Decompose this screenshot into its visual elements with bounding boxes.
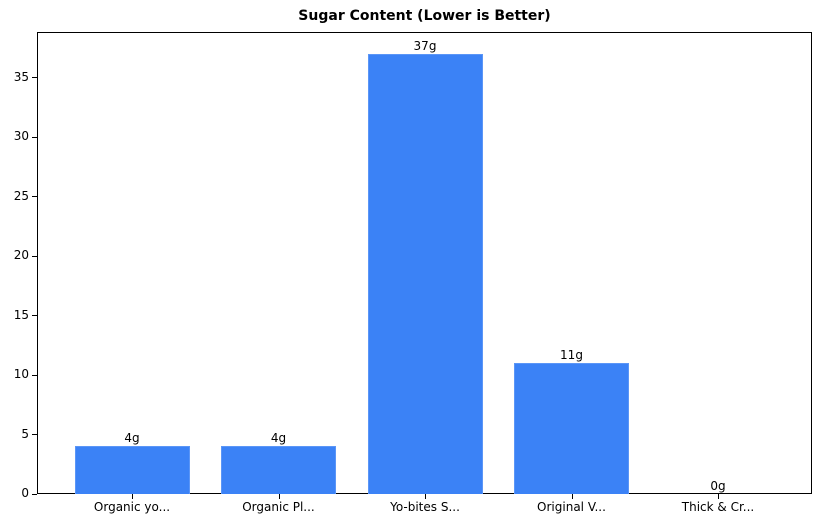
y-tick-mark — [32, 434, 37, 436]
y-tick-mark — [32, 136, 37, 138]
x-tick-label: Yo-bites S... — [390, 500, 460, 514]
y-tick-label: 20 — [13, 248, 29, 263]
y-tick-mark — [32, 77, 37, 79]
y-tick-mark — [32, 493, 37, 495]
x-tick-mark — [132, 494, 133, 499]
bar-value-label: 0g — [710, 479, 726, 493]
x-tick-mark — [571, 494, 573, 499]
x-tick-mark — [278, 494, 280, 499]
y-tick-label: 10 — [13, 367, 29, 382]
x-tick-label: Original V... — [537, 500, 606, 514]
chart-title: Sugar Content (Lower is Better) — [298, 8, 551, 24]
bar — [367, 54, 483, 494]
bar-value-label: 4g — [270, 431, 287, 446]
x-tick-label: Organic Pl... — [242, 500, 315, 514]
y-tick-label: 5 — [21, 426, 29, 441]
y-tick-label: 0 — [21, 486, 29, 500]
y-tick-mark — [32, 315, 37, 317]
y-tick-label: 25 — [13, 188, 29, 203]
y-tick-mark — [32, 255, 37, 257]
bar — [74, 446, 190, 494]
y-tick-mark — [32, 374, 37, 376]
y-tick-label: 15 — [13, 307, 29, 322]
y-tick-label: 30 — [13, 129, 29, 144]
bar-value-label: 37g — [413, 39, 437, 53]
bar-value-label: 11g — [560, 348, 583, 363]
x-tick-label: Thick & Cr... — [681, 500, 755, 514]
x-tick-mark — [718, 494, 719, 499]
y-tick-label: 35 — [13, 69, 29, 84]
x-tick-mark — [425, 494, 426, 499]
bar-value-label: 4g — [124, 431, 140, 446]
bar — [221, 446, 336, 494]
bar — [514, 363, 629, 494]
x-tick-label: Organic yo... — [93, 500, 171, 514]
y-tick-mark — [32, 196, 37, 198]
